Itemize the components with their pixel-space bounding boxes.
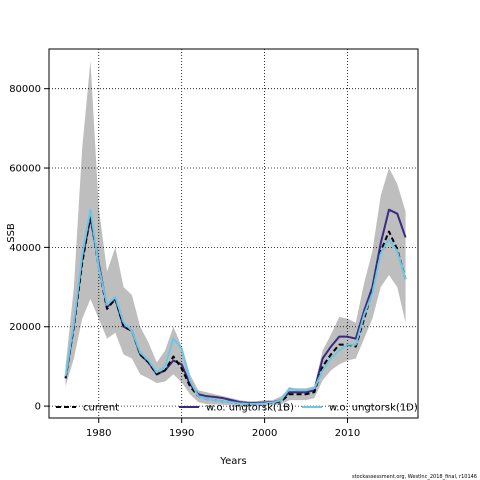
legend-label: w.o. ungtorsk(1D) xyxy=(329,403,418,414)
confidence-band-area xyxy=(65,60,406,406)
gridlines xyxy=(49,49,418,418)
credit-text: stockassessment.org, Westlnc_2018_final,… xyxy=(352,474,477,480)
confidence-band xyxy=(65,60,406,406)
x-tick-label: 2000 xyxy=(252,428,277,439)
y-tick-label: 20000 xyxy=(9,322,41,333)
y-tick-label: 0 xyxy=(35,402,41,413)
series-line xyxy=(64,208,407,404)
series-lines xyxy=(64,208,407,405)
x-tick-label: 2010 xyxy=(335,428,360,439)
x-tick-label: 1980 xyxy=(86,428,111,439)
x-tick-label: 1990 xyxy=(169,428,194,439)
y-tick-label: 60000 xyxy=(9,164,41,175)
y-tick-label: 40000 xyxy=(9,243,41,254)
y-tick-label: 80000 xyxy=(9,84,41,95)
y-axis-title: SSB xyxy=(6,223,17,243)
series-line xyxy=(64,208,407,405)
x-axis-title: Years xyxy=(219,456,246,467)
legend-label: current xyxy=(83,403,119,414)
legend: current w.o. ungtorsk(1B) w.o. ungtorsk(1D… xyxy=(56,403,418,414)
axes: 1980 1990 2000 2010 0 20000 40000 60000 80000 xyxy=(9,84,360,439)
plot-frame xyxy=(48,48,419,419)
legend-label: w.o. ungtorsk(1B) xyxy=(206,403,294,414)
